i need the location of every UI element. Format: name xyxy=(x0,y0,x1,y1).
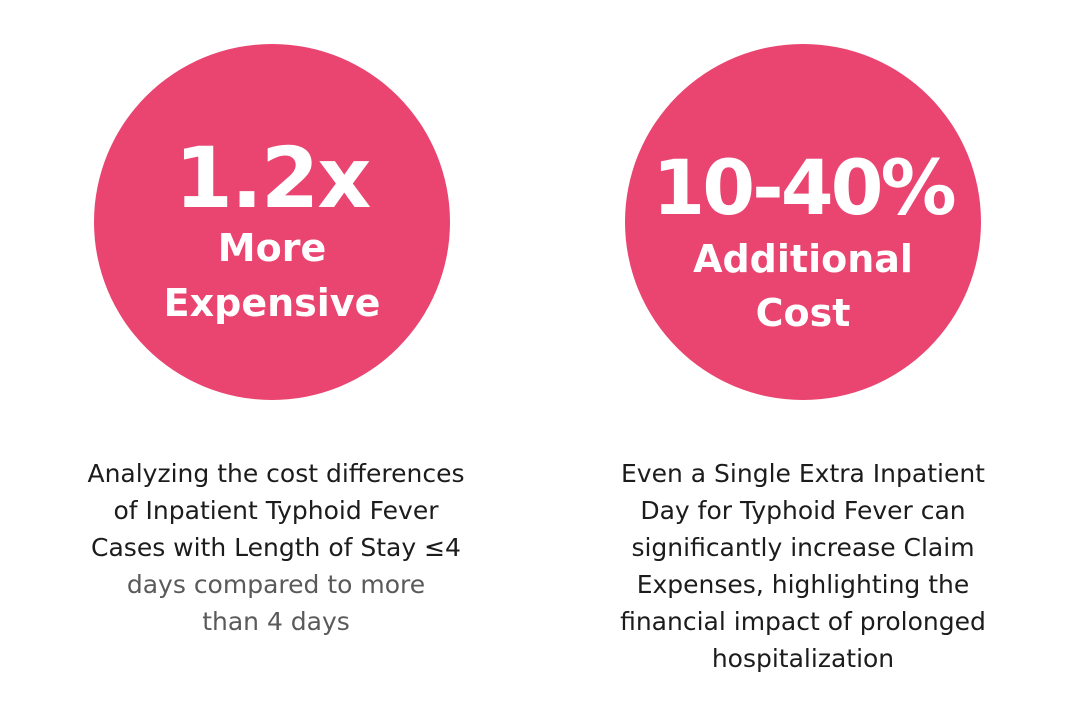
description-line: days compared to more xyxy=(126,570,426,599)
stat-value: 1.2x xyxy=(174,129,372,227)
stat-label-line1: More xyxy=(217,226,327,270)
stat-value: 10-40% xyxy=(652,143,956,232)
stat-description-additional-cost: Even a Single Extra Inpatient Day for Ty… xyxy=(568,455,1038,677)
description-line: significantly increase Claim xyxy=(631,533,975,562)
description-line: hospitalization xyxy=(711,644,895,673)
description-line: Cases with Length of Stay ≤4 xyxy=(91,533,461,562)
description-line: of Inpatient Typhoid Fever xyxy=(113,496,439,525)
description-line: Day for Typhoid Fever can xyxy=(640,496,966,525)
description-line: financial impact of prolonged xyxy=(620,607,986,636)
description-line: Analyzing the cost differences xyxy=(87,459,465,488)
stat-label-line2: Expensive xyxy=(163,281,381,325)
stat-label-line1: Additional xyxy=(693,237,913,281)
description-line: than 4 days xyxy=(202,607,350,636)
stat-label-line2: Cost xyxy=(755,291,851,335)
stat-circle-additional-cost: 10-40% Additional Cost xyxy=(625,44,981,400)
stat-circle-cost-multiplier: 1.2x More Expensive xyxy=(94,44,450,400)
description-line: Expenses, highlighting the xyxy=(636,570,970,599)
stat-description-cost-multiplier: Analyzing the cost differences of Inpati… xyxy=(40,455,512,640)
description-line: Even a Single Extra Inpatient xyxy=(621,459,985,488)
